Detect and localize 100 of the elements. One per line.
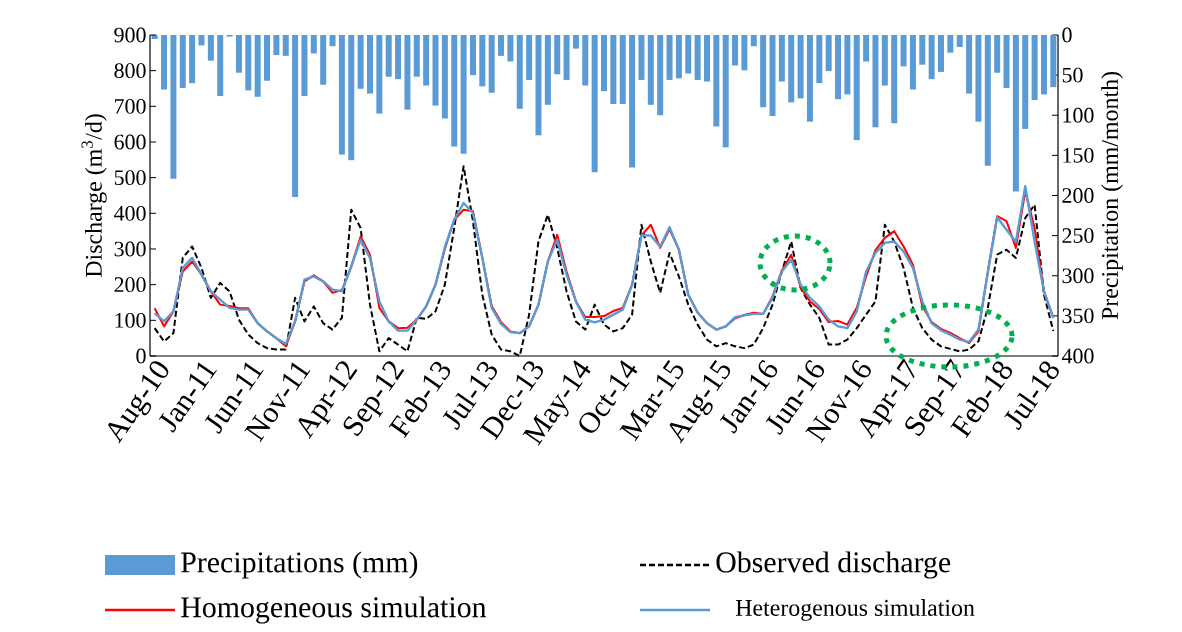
bar (1003, 34, 1010, 88)
bar (516, 34, 523, 109)
y-tick-label: 100 (115, 312, 146, 328)
bar (264, 34, 271, 81)
y-tick-label: 400 (114, 205, 146, 221)
bar (647, 34, 654, 105)
bar (694, 34, 701, 80)
bar (872, 34, 879, 128)
bar (601, 34, 608, 92)
bar (760, 34, 767, 108)
bar (591, 34, 598, 173)
bar (338, 34, 345, 155)
bar (638, 34, 645, 80)
bar (750, 34, 757, 47)
y-tick-label: 600 (114, 134, 146, 150)
y-tick-label: 800 (114, 63, 146, 79)
bar (507, 34, 514, 62)
bar (629, 34, 636, 168)
bar (582, 34, 589, 86)
bar (254, 34, 261, 97)
bar (366, 34, 373, 94)
y2-tick-label: 50 (1062, 67, 1083, 83)
bar (170, 34, 177, 179)
bar (797, 34, 804, 99)
bar (713, 34, 720, 127)
bar (301, 34, 308, 96)
bar (685, 34, 692, 74)
bar (432, 34, 439, 106)
line-series (153, 165, 1055, 357)
bar (563, 34, 570, 80)
y2-tick-label: 0 (1062, 27, 1072, 43)
bar (348, 34, 355, 161)
y2-tick-label: 400 (1061, 348, 1094, 364)
bar (675, 34, 682, 79)
bar (881, 34, 888, 86)
bar (441, 34, 448, 119)
bar (535, 34, 542, 136)
bar (207, 34, 214, 61)
bar (853, 34, 860, 141)
bar (479, 34, 486, 87)
y2-tick-label: 150 (1063, 147, 1094, 163)
legend-label: Observed discharge (716, 551, 951, 579)
bar (572, 34, 579, 49)
y-tick-label: 200 (114, 277, 146, 293)
y-tick-label: 300 (114, 241, 146, 257)
bar (526, 34, 533, 80)
bar (863, 34, 870, 62)
bar (179, 34, 186, 88)
bar (198, 34, 205, 46)
y2-tick-label: 200 (1062, 188, 1094, 203)
bar (975, 34, 982, 122)
bar (310, 34, 317, 54)
y2-axis-title: Precipitation (mm/month) (1101, 72, 1123, 320)
bar (1012, 34, 1019, 192)
bar (788, 34, 795, 103)
bar (994, 34, 1001, 73)
y2-tick-label: 250 (1062, 228, 1094, 244)
y2-tick-label: 100 (1063, 107, 1094, 123)
bar (956, 34, 963, 48)
bar (703, 34, 710, 82)
bar (460, 34, 467, 154)
bar (984, 34, 991, 166)
bar (835, 34, 842, 100)
bar (544, 34, 551, 105)
bar (732, 34, 739, 66)
bar (413, 34, 420, 77)
bar (909, 34, 916, 90)
legend-label: Heterogenous simulation (735, 599, 975, 621)
bar (741, 34, 748, 71)
bar (1040, 34, 1047, 95)
bar (498, 34, 505, 56)
bar (329, 34, 336, 47)
y-tick-label: 700 (115, 98, 146, 114)
legend-label: Precipitations (mm) (181, 551, 418, 579)
bar (947, 34, 954, 53)
y2-tick-label: 350 (1062, 308, 1094, 324)
bar (769, 34, 776, 117)
bar (245, 34, 252, 91)
bar (554, 34, 561, 75)
bar (806, 34, 813, 122)
bar (469, 34, 476, 76)
bar (666, 34, 673, 80)
bar (217, 34, 224, 96)
bar (376, 34, 383, 114)
legend-label: Homogeneous simulation (181, 596, 487, 624)
bar (235, 34, 242, 73)
bar (357, 34, 364, 89)
y-tick-label: 900 (114, 27, 146, 43)
bar (423, 34, 430, 86)
y2-tick-label: 300 (1062, 268, 1094, 284)
bar (161, 34, 168, 90)
bar (292, 34, 299, 198)
bar (966, 34, 973, 94)
bar (825, 34, 832, 72)
bar (919, 34, 926, 65)
bar (816, 34, 823, 84)
bar (189, 34, 196, 84)
bar (282, 34, 289, 56)
bar (938, 34, 944, 72)
bar (451, 34, 458, 147)
